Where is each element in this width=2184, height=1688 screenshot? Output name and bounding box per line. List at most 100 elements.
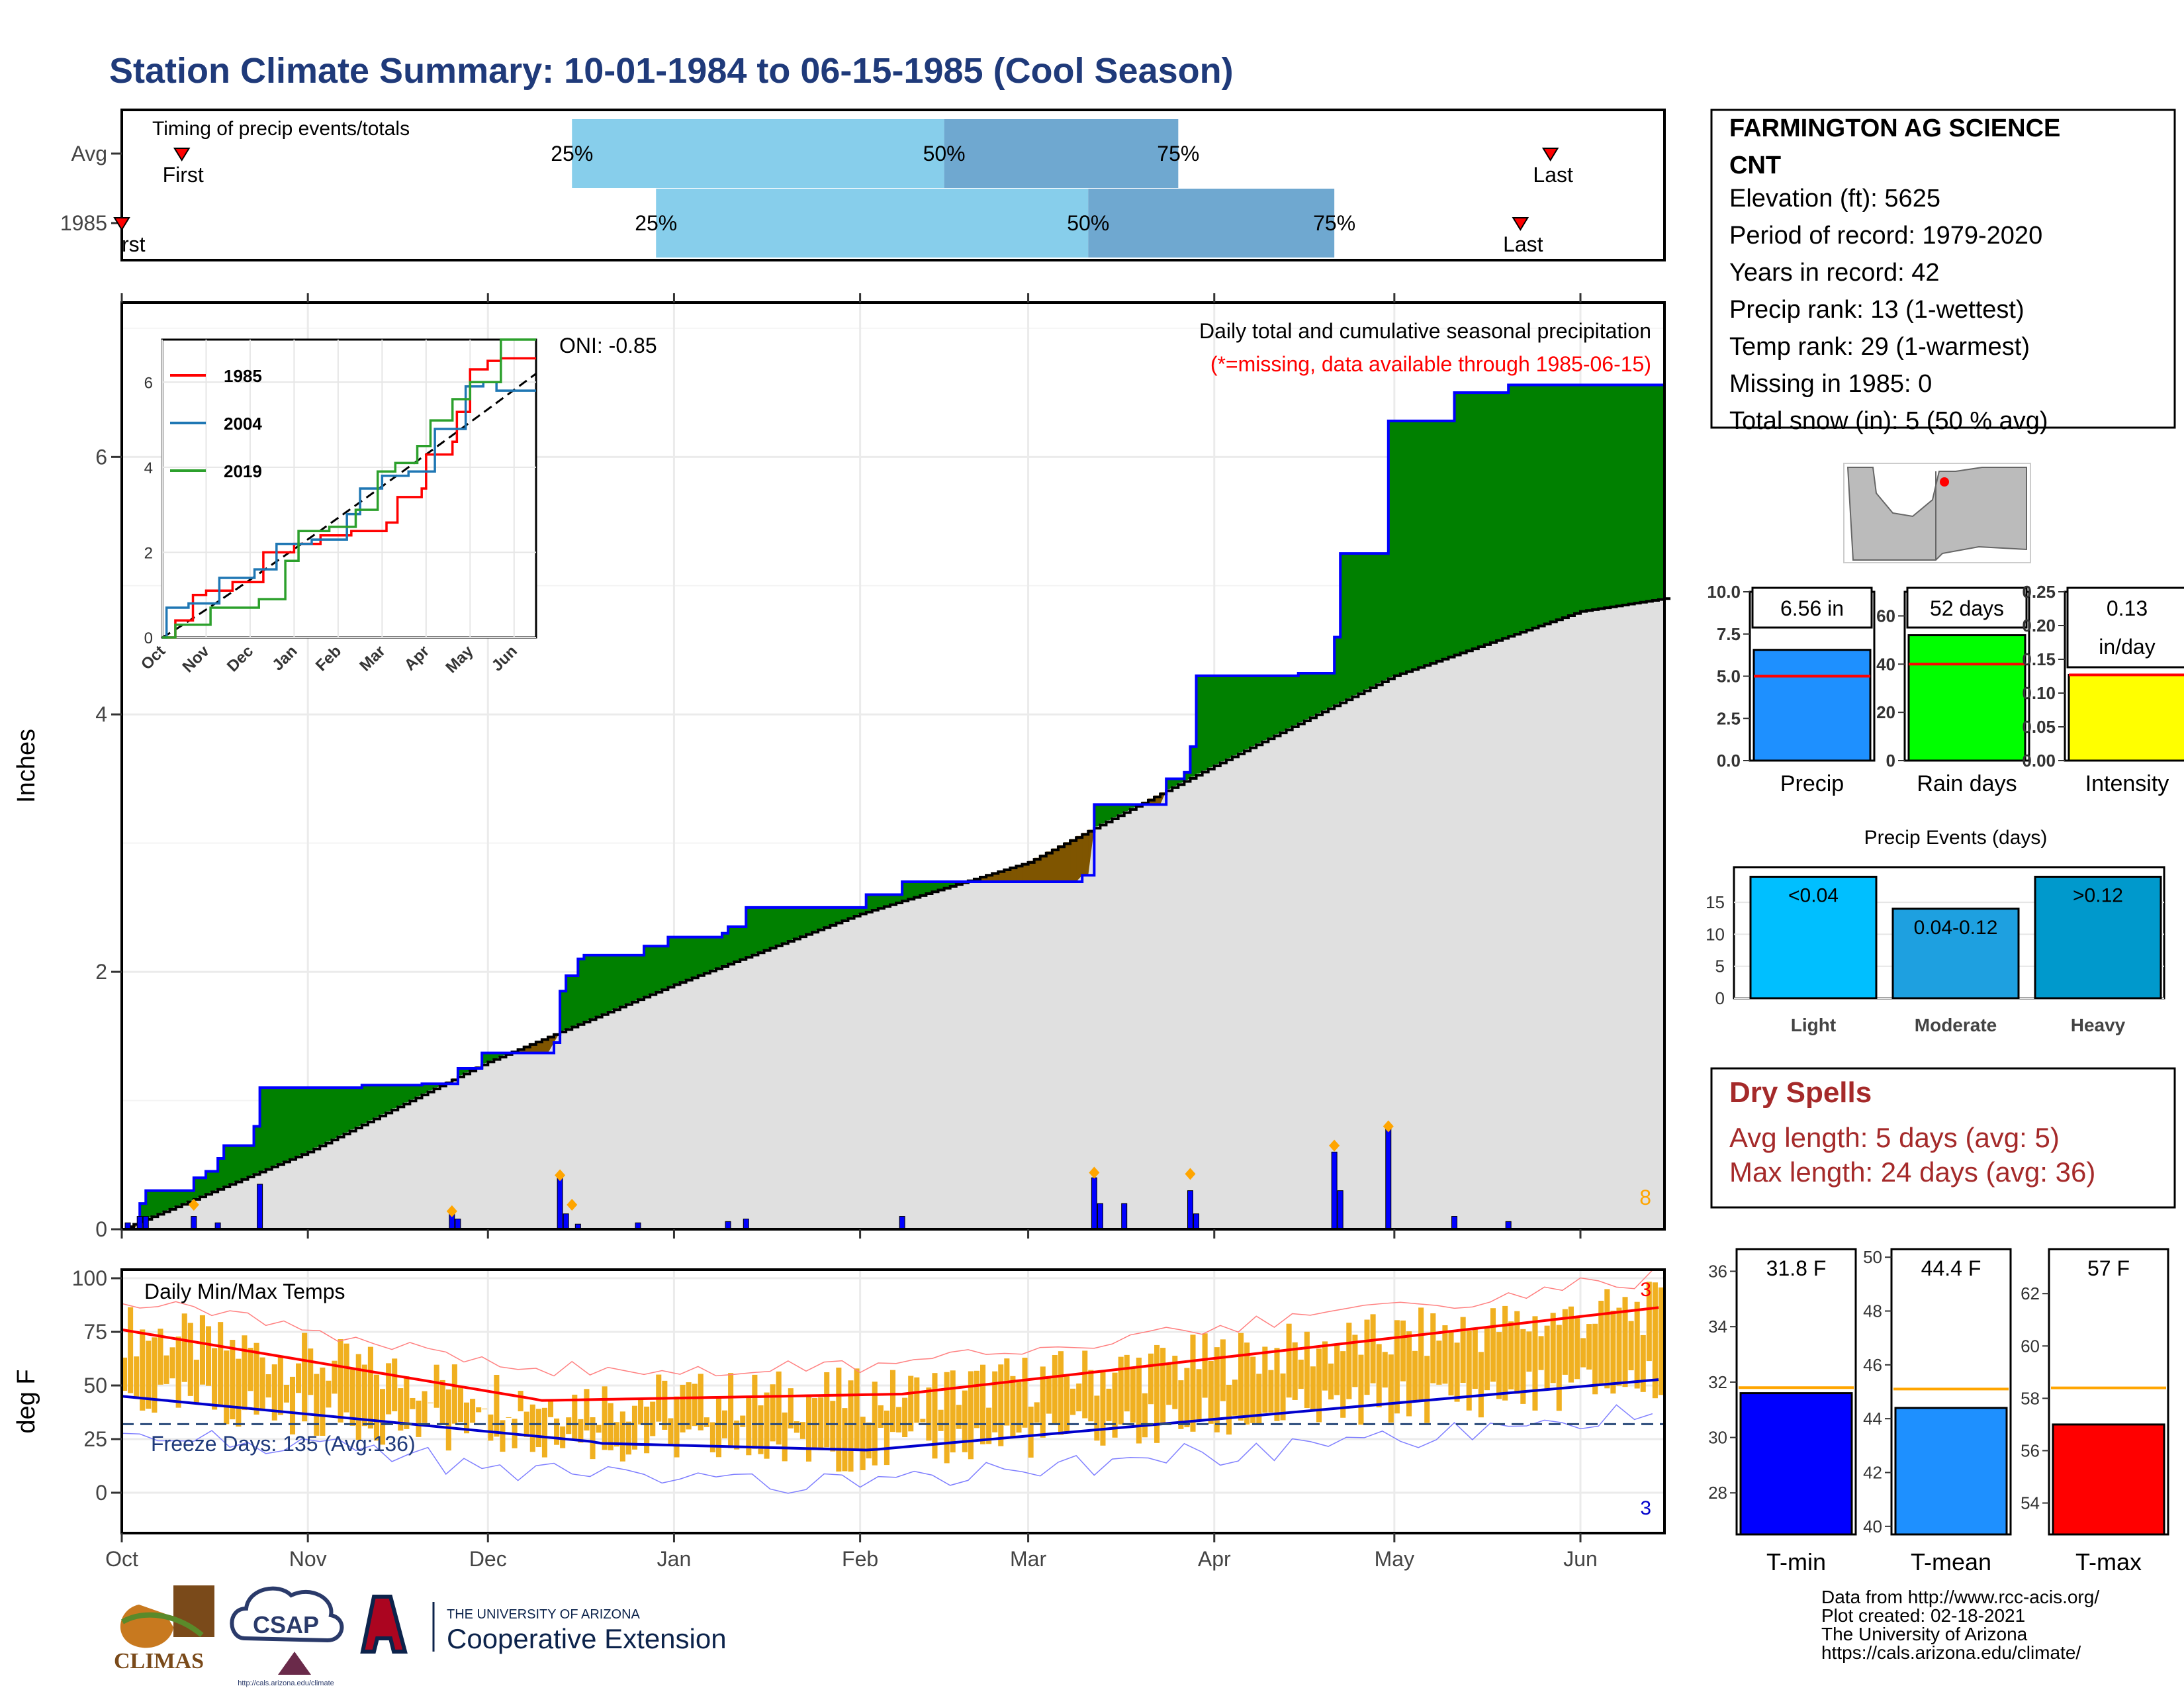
- above-avg-area: [805, 907, 813, 933]
- record-max-line: [121, 1270, 1653, 1377]
- below-avg-area: [980, 876, 987, 882]
- daily-temp-bar: [523, 1411, 529, 1437]
- daily-temp-bar: [1628, 1321, 1634, 1371]
- timing-p25-label: 25%: [551, 142, 593, 165]
- daily-temp-bar: [1046, 1376, 1052, 1414]
- above-avg-area: [1118, 804, 1125, 814]
- above-avg-area: [1124, 804, 1131, 812]
- below-avg-area: [1034, 857, 1041, 882]
- daily-temp-bar: [1376, 1344, 1382, 1408]
- footer-line: Plot created: 02-18-2021: [1821, 1605, 2025, 1626]
- temp-bar-tick-label: 44: [1863, 1409, 1882, 1429]
- below-avg-area: [1052, 848, 1059, 882]
- above-avg-area: [199, 1178, 206, 1196]
- daily-temp-bar: [1172, 1356, 1178, 1409]
- daily-temp-bar: [1586, 1324, 1592, 1370]
- above-avg-area: [854, 907, 861, 915]
- above-avg-area: [668, 937, 675, 986]
- page-title: Station Climate Summary: 10-01-1984 to 0…: [109, 51, 1234, 91]
- daily-temp-bar: [296, 1363, 302, 1393]
- above-avg-area: [728, 927, 735, 963]
- daily-precip-bar: [1193, 1213, 1200, 1230]
- temp-bar-label: T-min: [1766, 1548, 1826, 1575]
- mini-value-unit: in/day: [2099, 635, 2155, 659]
- daily-temp-bar: [674, 1396, 680, 1458]
- above-avg-area: [1430, 420, 1437, 663]
- temp-frame: [120, 1268, 1666, 1534]
- daily-precip-bar: [1121, 1203, 1128, 1230]
- daily-temp-bar: [584, 1389, 590, 1430]
- daily-precip-bar: [1097, 1203, 1103, 1230]
- events-category-label: Light: [1791, 1015, 1836, 1035]
- above-avg-area: [398, 1085, 404, 1106]
- above-avg-area: [782, 907, 789, 943]
- temp-bar-value: 31.8 F: [1766, 1256, 1827, 1280]
- above-avg-area: [422, 1084, 429, 1094]
- above-avg-area: [1292, 675, 1299, 726]
- above-avg-area: [584, 955, 591, 1021]
- daily-temp-bar: [1568, 1306, 1574, 1383]
- above-avg-area: [1370, 553, 1377, 686]
- daily-temp-bar: [122, 1357, 128, 1391]
- above-avg-area: [1400, 420, 1407, 673]
- daily-temp-bar: [830, 1401, 836, 1452]
- below-avg-area: [1082, 833, 1089, 876]
- above-avg-area: [1544, 385, 1551, 623]
- daily-temp-bar: [619, 1411, 625, 1462]
- daily-temp-bar: [445, 1389, 451, 1451]
- daily-temp-bar: [866, 1422, 872, 1459]
- above-avg-area: [619, 955, 627, 1006]
- daily-temp-bar: [1430, 1313, 1436, 1383]
- above-avg-area: [181, 1190, 189, 1203]
- daily-temp-bar: [1340, 1351, 1346, 1418]
- daily-temp-bar: [404, 1376, 410, 1429]
- daily-temp-bar: [836, 1368, 842, 1472]
- above-avg-area: [349, 1088, 357, 1130]
- daily-temp-bar: [920, 1419, 926, 1423]
- above-avg-area: [662, 946, 668, 989]
- above-avg-area: [494, 1053, 501, 1058]
- month-label: Feb: [842, 1547, 878, 1571]
- daily-temp-bar: [1622, 1297, 1628, 1387]
- above-avg-area: [146, 1190, 152, 1219]
- daily-temp-bar: [554, 1418, 560, 1445]
- above-avg-area: [1214, 675, 1221, 765]
- above-avg-area: [1658, 385, 1665, 599]
- mini-chart-label: Intensity: [2085, 771, 2169, 796]
- station-location-dot: [1940, 477, 1949, 487]
- above-avg-area: [1496, 393, 1503, 640]
- daily-temp-bar: [451, 1364, 457, 1424]
- daily-temp-bar: [878, 1405, 884, 1428]
- daily-temp-bar: [367, 1346, 373, 1429]
- daily-temp-bar: [848, 1380, 854, 1472]
- above-avg-area: [1184, 772, 1191, 780]
- daily-temp-bar: [1496, 1332, 1502, 1399]
- daily-temp-bar: [1070, 1388, 1076, 1415]
- above-avg-area: [1472, 393, 1479, 648]
- daily-temp-bar: [271, 1364, 277, 1421]
- above-avg-area: [644, 946, 651, 996]
- daily-temp-bar: [488, 1414, 494, 1441]
- daily-temp-bar: [1106, 1388, 1112, 1421]
- daily-temp-bar: [265, 1374, 271, 1398]
- daily-temp-bar: [1316, 1348, 1322, 1423]
- above-avg-area: [1436, 420, 1443, 661]
- daily-precip-bar: [1091, 1177, 1097, 1230]
- station-info-line: Years in record: 42: [1729, 259, 1940, 287]
- daily-temp-bar: [770, 1384, 776, 1442]
- above-avg-area: [944, 882, 951, 888]
- above-avg-area: [433, 1084, 441, 1088]
- month-label: Jun: [1563, 1547, 1598, 1571]
- temp-bar-tick-label: 34: [1708, 1317, 1727, 1336]
- above-avg-area: [1460, 393, 1467, 652]
- above-avg-area: [152, 1190, 159, 1216]
- daily-temp-bar: [457, 1387, 463, 1423]
- daily-temp-bar: [782, 1412, 788, 1462]
- station-info-line: Total snow (in): 5 (50 % avg): [1729, 407, 2048, 435]
- daily-precip-bar: [1451, 1216, 1458, 1230]
- above-avg-area: [608, 955, 615, 1011]
- mini-tick-label: 40: [1876, 654, 1895, 674]
- daily-temp-bar: [1610, 1310, 1616, 1394]
- above-avg-area: [764, 907, 771, 950]
- daily-precip-bar: [557, 1177, 563, 1230]
